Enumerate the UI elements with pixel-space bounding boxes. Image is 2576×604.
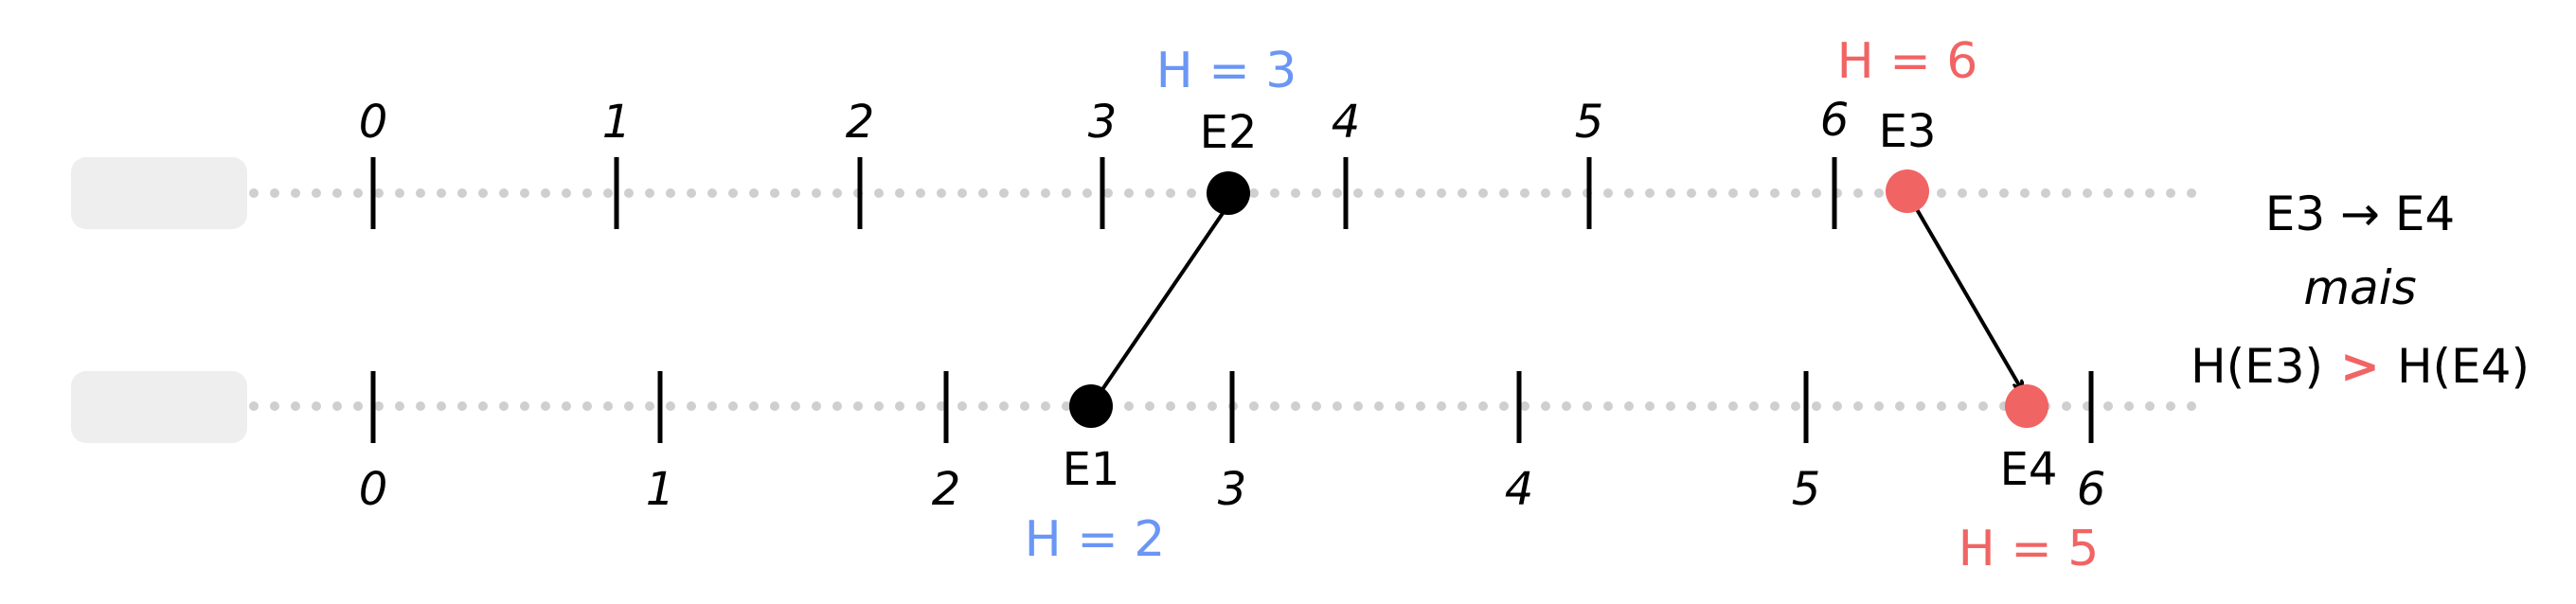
note: E3 → E4 mais H(E3) > H(E4) — [2191, 187, 2530, 394]
event-e2-dot — [1207, 171, 1250, 215]
top-tick-label-3: 3 — [1088, 96, 1118, 149]
note-causality: E3 → E4 — [2265, 187, 2456, 241]
process-box-bottom — [71, 371, 247, 443]
top-tick-label-5: 5 — [1575, 96, 1604, 149]
event-e3-label: E3 — [1879, 105, 1937, 158]
bottom-tick-labels: 0 1 2 3 4 5 6 — [359, 463, 2106, 516]
process-box-top — [71, 157, 247, 229]
bottom-tick-label-0: 0 — [359, 463, 388, 516]
event-e2-clock: H = 3 — [1156, 43, 1297, 99]
note-comparison: H(E3) > H(E4) — [2191, 339, 2530, 394]
event-e4-dot — [2005, 384, 2048, 428]
event-e4-clock: H = 5 — [1959, 521, 2100, 577]
bottom-tick-label-2: 2 — [932, 463, 961, 516]
top-tick-labels: 0 1 2 3 4 5 6 — [359, 94, 1850, 149]
event-e2-label: E2 — [1200, 106, 1258, 159]
bottom-tick-label-1: 1 — [646, 463, 675, 516]
message-arrow-e3-e4 — [1905, 191, 2022, 390]
event-e1-clock: H = 2 — [1025, 511, 1166, 568]
note-greater-than: > — [2340, 339, 2380, 394]
top-tick-label-2: 2 — [846, 96, 875, 149]
top-tick-label-1: 1 — [602, 96, 632, 149]
event-e3-dot — [1886, 169, 1929, 213]
note-but: mais — [2303, 260, 2416, 315]
bottom-tick-label-3: 3 — [1218, 463, 1247, 516]
note-h-e3: H(E3) — [2191, 339, 2323, 394]
event-e1-dot — [1069, 384, 1113, 428]
event-e3-clock: H = 6 — [1837, 33, 1978, 90]
top-tick-label-0: 0 — [359, 96, 388, 149]
bottom-ticks — [370, 371, 2094, 443]
top-ticks — [370, 157, 1837, 229]
bottom-tick-label-5: 5 — [1792, 463, 1821, 516]
event-e4-label: E4 — [2000, 443, 2058, 496]
note-h-e4: H(E4) — [2397, 339, 2530, 394]
bottom-tick-label-4: 4 — [1505, 463, 1534, 516]
bottom-tick-label-6: 6 — [2077, 463, 2106, 516]
top-tick-label-6: 6 — [1820, 94, 1850, 147]
top-tick-label-4: 4 — [1332, 96, 1361, 149]
event-e1-label: E1 — [1063, 443, 1120, 496]
message-arrow-e1-e2 — [1089, 204, 1229, 408]
